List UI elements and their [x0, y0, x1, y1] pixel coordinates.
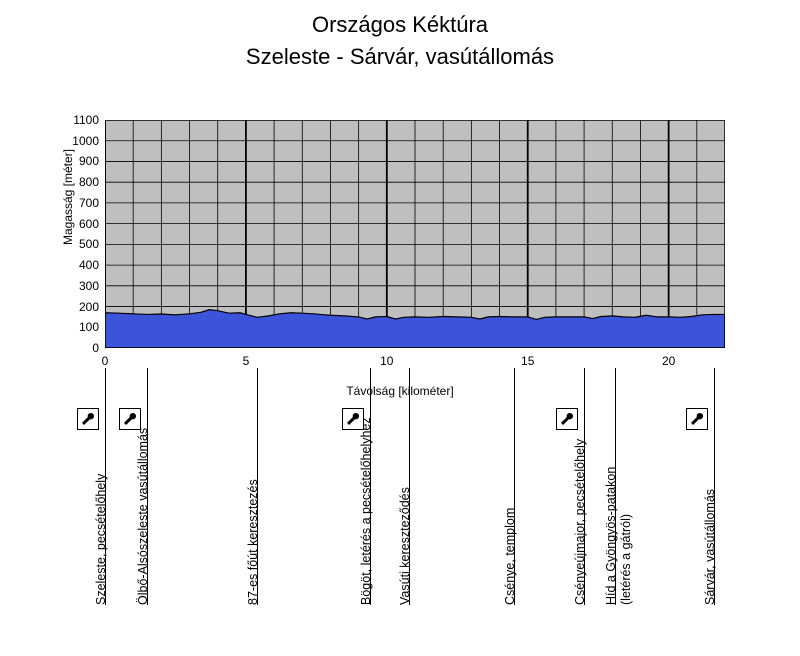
poi-label: Csénye, templom [503, 508, 517, 605]
y-tick-label: 700 [69, 196, 99, 210]
y-tick-label: 500 [69, 237, 99, 251]
poi-label: Csényeújmajor, pecsételőhely [573, 439, 587, 605]
x-tick-label: 5 [231, 354, 261, 368]
y-tick-label: 0 [69, 341, 99, 355]
stamp-icon [119, 408, 141, 430]
y-tick-label: 1100 [69, 113, 99, 127]
chart-svg [105, 120, 725, 348]
y-tick-label: 200 [69, 300, 99, 314]
chart-title: Országos Kéktúra [0, 12, 800, 38]
poi-label: Ölbő-Alsószeleste vasútállomás [136, 428, 150, 605]
x-tick-label: 15 [513, 354, 543, 368]
y-tick-label: 1000 [69, 134, 99, 148]
stamp-icon [342, 408, 364, 430]
stamp-icon [686, 408, 708, 430]
chart-subtitle: Szeleste - Sárvár, vasútállomás [0, 44, 800, 70]
y-tick-label: 600 [69, 217, 99, 231]
x-tick-label: 20 [654, 354, 684, 368]
y-tick-label: 300 [69, 279, 99, 293]
stamp-icon [556, 408, 578, 430]
x-tick-label: 0 [90, 354, 120, 368]
y-tick-label: 400 [69, 258, 99, 272]
poi-label: Bögöt, letérés a pecsételőhelyhez [359, 417, 373, 605]
stamp-icon [77, 408, 99, 430]
y-tick-label: 900 [69, 154, 99, 168]
poi-label: Sárvár, vasútállomás [703, 489, 717, 605]
poi-label: Híd a Gyöngyös-patakon [604, 467, 618, 605]
y-tick-label: 100 [69, 320, 99, 334]
x-tick-label: 10 [372, 354, 402, 368]
y-tick-label: 800 [69, 175, 99, 189]
elevation-chart [105, 120, 725, 348]
poi-label: Szeleste, pecsételőhely [94, 474, 108, 605]
poi-note: (letérés a gátról) [619, 514, 633, 605]
poi-label: 87-es főút keresztezés [246, 479, 260, 605]
poi-label: Vasúti kereszteződés [398, 487, 412, 605]
x-axis-label: Távolság [kilométer] [0, 384, 800, 398]
